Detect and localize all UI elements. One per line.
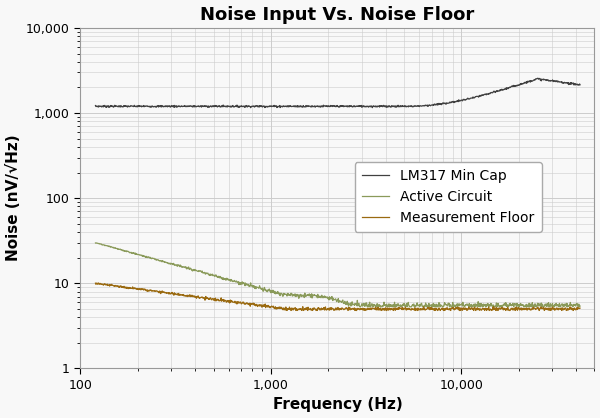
LM317 Min Cap	[357, 104, 364, 109]
Line: Active Circuit: Active Circuit	[95, 243, 580, 307]
Active Circuit	[92, 240, 99, 245]
Active Circuit	[157, 258, 164, 263]
Line: Measurement Floor: Measurement Floor	[95, 283, 580, 311]
Active Circuit	[356, 304, 364, 309]
Measurement Floor	[358, 307, 365, 312]
LM317 Min Cap	[256, 104, 263, 110]
LM317 Min Cap	[347, 104, 354, 109]
Title: Noise Input Vs. Noise Floor: Noise Input Vs. Noise Floor	[200, 5, 475, 23]
LM317 Min Cap	[577, 82, 584, 87]
LM317 Min Cap	[156, 103, 163, 108]
Active Circuit	[302, 294, 310, 299]
Measurement Floor	[256, 303, 263, 308]
Active Circuit	[358, 303, 365, 308]
Active Circuit	[256, 285, 263, 291]
Measurement Floor	[95, 280, 102, 285]
Legend: LM317 Min Cap, Active Circuit, Measurement Floor: LM317 Min Cap, Active Circuit, Measureme…	[355, 162, 542, 232]
Measurement Floor	[174, 292, 181, 297]
Measurement Floor	[577, 306, 584, 311]
Measurement Floor	[303, 306, 310, 311]
LM317 Min Cap	[302, 103, 310, 108]
Measurement Floor	[157, 289, 164, 294]
X-axis label: Frequency (Hz): Frequency (Hz)	[272, 398, 402, 413]
Measurement Floor	[347, 306, 355, 311]
LM317 Min Cap	[247, 105, 254, 110]
LM317 Min Cap	[92, 103, 99, 108]
Y-axis label: Noise (nV/√Hz): Noise (nV/√Hz)	[5, 135, 20, 262]
Active Circuit	[577, 303, 584, 308]
Active Circuit	[92, 240, 100, 245]
LM317 Min Cap	[173, 104, 181, 110]
Active Circuit	[347, 301, 354, 306]
Active Circuit	[174, 263, 181, 268]
Measurement Floor	[283, 308, 290, 313]
Line: LM317 Min Cap: LM317 Min Cap	[95, 78, 580, 108]
Measurement Floor	[92, 280, 99, 285]
LM317 Min Cap	[535, 76, 542, 81]
